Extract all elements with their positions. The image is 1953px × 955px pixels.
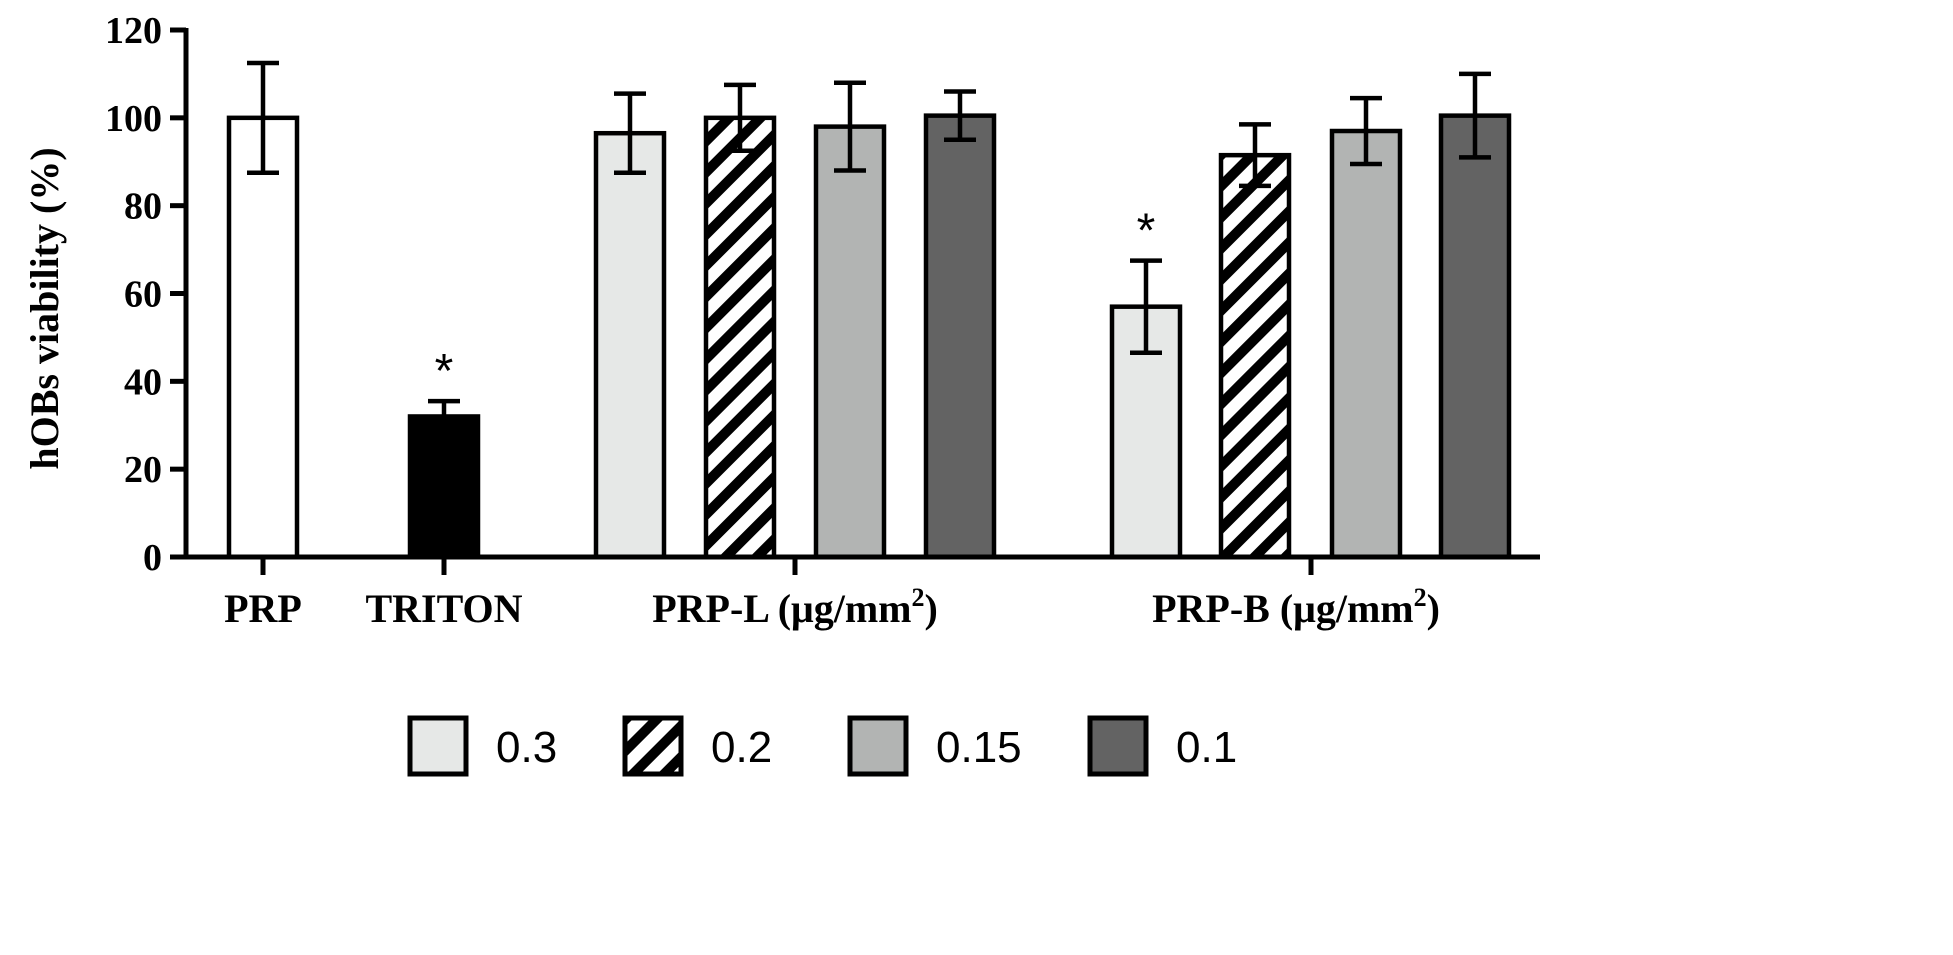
legend-swatch-0.15 bbox=[847, 715, 909, 777]
significance-star: * bbox=[1137, 205, 1156, 258]
x-tick-label: TRITON bbox=[365, 586, 522, 631]
bar-prp-b-0.1 bbox=[1438, 113, 1512, 560]
y-tick-label: 100 bbox=[105, 98, 162, 140]
bar-prp-l-0.1 bbox=[923, 113, 997, 560]
x-tick-label: PRP-B (μg/mm2) bbox=[1152, 583, 1440, 631]
y-tick-label: 120 bbox=[105, 10, 162, 52]
bar-prp-l-0.2 bbox=[703, 115, 777, 560]
bar-prp-l-0.15 bbox=[813, 124, 887, 560]
y-tick-label: 0 bbox=[143, 537, 162, 579]
y-axis-label: hOBs viability (%) bbox=[22, 147, 67, 469]
bar-prp-l-0.3 bbox=[593, 130, 667, 560]
y-tick-label: 80 bbox=[124, 186, 162, 228]
legend-label: 0.1 bbox=[1176, 723, 1237, 772]
legend-swatch-0.2 bbox=[622, 715, 684, 777]
legend-swatch-0.3 bbox=[407, 715, 469, 777]
significance-star: * bbox=[435, 345, 454, 398]
bar-triton-TRITON bbox=[407, 414, 481, 560]
legend-label: 0.15 bbox=[936, 723, 1022, 772]
y-tick-label: 20 bbox=[124, 449, 162, 491]
legend-label: 0.3 bbox=[496, 723, 557, 772]
bar-prp-PRP bbox=[226, 115, 300, 560]
y-tick-label: 40 bbox=[124, 361, 162, 403]
bar-prp-b-0.15 bbox=[1329, 128, 1403, 560]
bar-prp-b-0.2 bbox=[1218, 152, 1292, 560]
legend-swatch-0.1 bbox=[1087, 715, 1149, 777]
x-tick-label: PRP-L (μg/mm2) bbox=[652, 583, 938, 631]
y-tick-label: 60 bbox=[124, 274, 162, 316]
x-tick-label: PRP bbox=[224, 586, 302, 631]
legend-label: 0.2 bbox=[711, 723, 772, 772]
